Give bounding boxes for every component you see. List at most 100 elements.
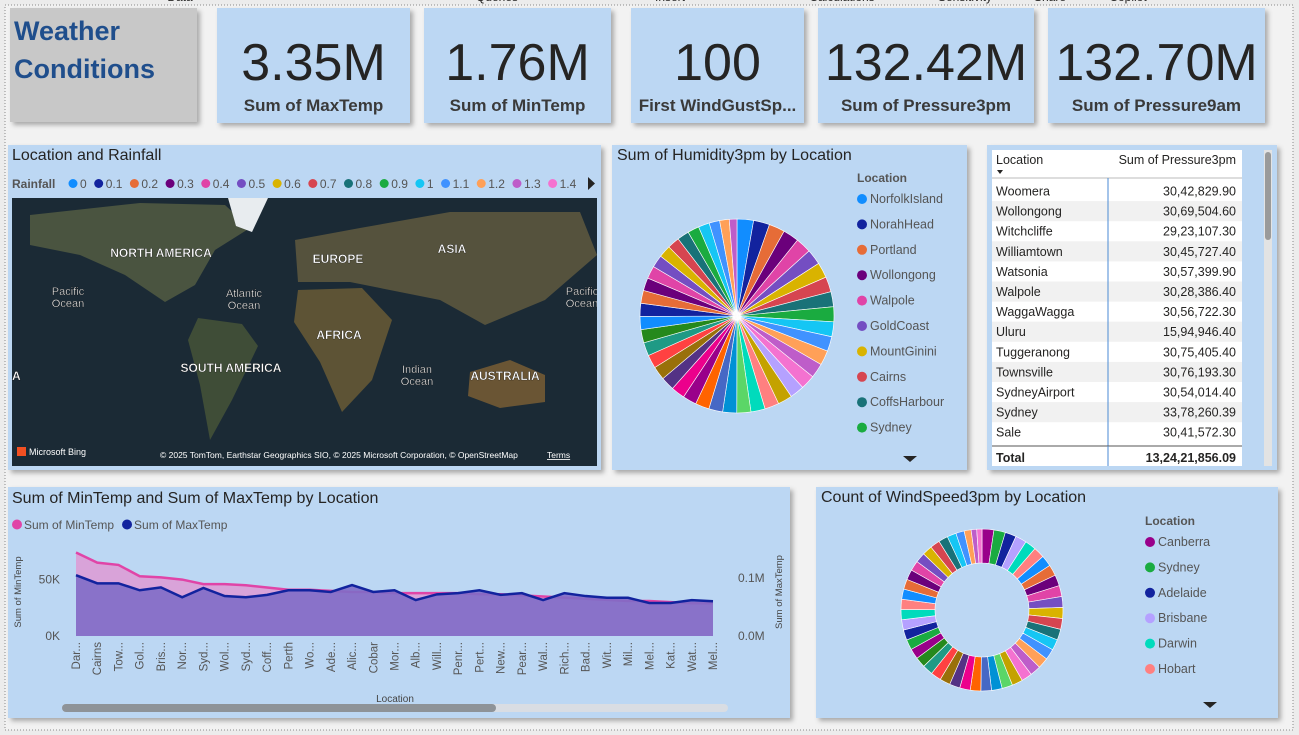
- legend-label[interactable]: Wollongong: [870, 268, 936, 282]
- map-label: ASIA: [438, 242, 467, 256]
- cell: Tuggeranong: [996, 345, 1070, 359]
- column-header[interactable]: Location: [996, 153, 1043, 167]
- cell: 30,54,014.40: [1163, 386, 1236, 400]
- total-value: 13,24,21,856.09: [1146, 451, 1236, 465]
- scroll-thumb[interactable]: [1265, 152, 1271, 240]
- legend-next[interactable]: [588, 177, 595, 190]
- slice[interactable]: [728, 218, 738, 317]
- card-value: 100: [674, 34, 761, 92]
- legend-label[interactable]: Sydney: [1158, 560, 1200, 574]
- cell: Watsonia: [996, 265, 1048, 279]
- legend-label: 0.1: [106, 177, 123, 191]
- cell: 33,78,260.39: [1163, 406, 1236, 420]
- x-tick-label: Ade...: [326, 642, 338, 672]
- legend-label: 0.2: [141, 177, 158, 191]
- x-tick-label: Bad...: [581, 642, 593, 672]
- legend-label[interactable]: Adelaide: [1158, 586, 1207, 600]
- legend-label[interactable]: Sum of MinTemp: [24, 518, 114, 532]
- x-tick-label: Perth: [283, 642, 295, 670]
- ribbon-tab[interactable]: Sensitivity: [938, 0, 992, 4]
- x-tick-label: Pert...: [474, 642, 486, 673]
- chart-title: Sum of MinTemp and Sum of MaxTemp by Loc…: [12, 490, 378, 507]
- legend-label: 0.9: [391, 177, 408, 191]
- sort-arrow: [997, 170, 1003, 174]
- x-tick-label: Wal...: [538, 642, 550, 671]
- x-tick-label: Bris...: [156, 642, 168, 671]
- map-label: AUSTRALIA: [470, 369, 540, 383]
- scroll-track: [1264, 150, 1272, 466]
- legend-marker: [201, 179, 211, 188]
- cell: 30,57,399.90: [1163, 265, 1236, 279]
- ribbon-tab[interactable]: Queries: [476, 0, 518, 4]
- legend-label: 0.8: [356, 177, 373, 191]
- legend-marker: [857, 422, 867, 433]
- slice[interactable]: [976, 528, 983, 564]
- x-tick-label: Mel...: [644, 642, 656, 670]
- cell: WaggaWagga: [996, 305, 1074, 319]
- legend-label[interactable]: Cairns: [870, 370, 906, 384]
- cell: 30,41,572.30: [1163, 426, 1236, 440]
- legend-label[interactable]: Hobart: [1158, 662, 1196, 676]
- map-label: NORTH AMERICA: [110, 246, 212, 260]
- cell: 30,76,193.30: [1163, 365, 1236, 379]
- map-land: [468, 360, 545, 408]
- legend-label[interactable]: Sydney: [870, 421, 912, 435]
- ribbon-tab[interactable]: Calculations: [809, 0, 874, 4]
- map-label: Ocean: [401, 376, 433, 388]
- card-label: Sum of Pressure3pm: [841, 96, 1011, 115]
- legend-marker: [857, 397, 867, 408]
- map-terms[interactable]: Terms: [547, 450, 570, 460]
- map-land: [294, 288, 392, 412]
- page-title: Conditions: [14, 54, 155, 84]
- legend-label[interactable]: NorahHead: [870, 217, 934, 231]
- row-band: [992, 402, 1242, 423]
- legend-label[interactable]: Portland: [870, 243, 917, 257]
- legend-label[interactable]: MountGinini: [870, 344, 937, 358]
- ribbon-tab[interactable]: Insert: [655, 0, 686, 4]
- card-label: First WindGustSp...: [639, 96, 797, 115]
- x-tick-label: Penr...: [453, 642, 465, 675]
- map-label: Indian: [402, 364, 432, 376]
- legend-label[interactable]: Darwin: [1158, 637, 1197, 651]
- legend-more[interactable]: [903, 456, 917, 462]
- x-tick-label: Tow...: [113, 642, 125, 671]
- cell: 29,23,107.30: [1163, 225, 1236, 239]
- cell: Uluru: [996, 325, 1026, 339]
- card-label: Sum of MinTemp: [450, 96, 586, 115]
- legend-label[interactable]: Sum of MaxTemp: [134, 518, 228, 532]
- legend-marker: [1145, 562, 1155, 573]
- x-tick-label: Syd...: [198, 642, 210, 671]
- legend-label[interactable]: Canberra: [1158, 535, 1210, 549]
- legend-label[interactable]: NorfolkIsland: [870, 192, 943, 206]
- x-tick-label: Gol...: [135, 642, 147, 669]
- cell: Walpole: [996, 285, 1041, 299]
- column-header[interactable]: Sum of Pressure3pm: [1119, 153, 1236, 167]
- legend-label[interactable]: GoldCoast: [870, 319, 930, 333]
- map-attribution: © 2025 TomTom, Earthstar Geographics SIO…: [160, 450, 518, 460]
- legend-marker: [165, 179, 175, 188]
- x-tick-label: Cobar: [368, 642, 380, 673]
- x-tick-label: Nor...: [177, 642, 189, 669]
- total-band: [992, 447, 1242, 466]
- legend-label[interactable]: Brisbane: [1158, 611, 1207, 625]
- legend-label[interactable]: Walpole: [870, 294, 915, 308]
- ribbon-tab[interactable]: Share: [1034, 0, 1066, 4]
- chart-title: Count of WindSpeed3pm by Location: [821, 489, 1086, 506]
- x-tick-label: Alic...: [347, 642, 359, 670]
- legend-marker: [476, 179, 486, 188]
- ribbon-tab[interactable]: Data: [167, 0, 193, 4]
- x-axis-title: Location: [376, 694, 414, 705]
- scroll-thumb[interactable]: [62, 704, 496, 712]
- ribbon-tab[interactable]: Copilot: [1109, 0, 1147, 4]
- cell: 30,56,722.30: [1163, 305, 1236, 319]
- legend-marker: [236, 179, 246, 188]
- y-axis-title: Sum of MinTemp: [13, 556, 24, 627]
- legend-label[interactable]: CoffsHarbour: [870, 395, 944, 409]
- legend-label: 0.6: [284, 177, 301, 191]
- legend-label: 0.4: [213, 177, 230, 191]
- map-brand: Microsoft Bing: [29, 447, 86, 457]
- legend-more[interactable]: [1203, 702, 1217, 708]
- card: [217, 8, 410, 123]
- page-title: Weather: [14, 16, 121, 46]
